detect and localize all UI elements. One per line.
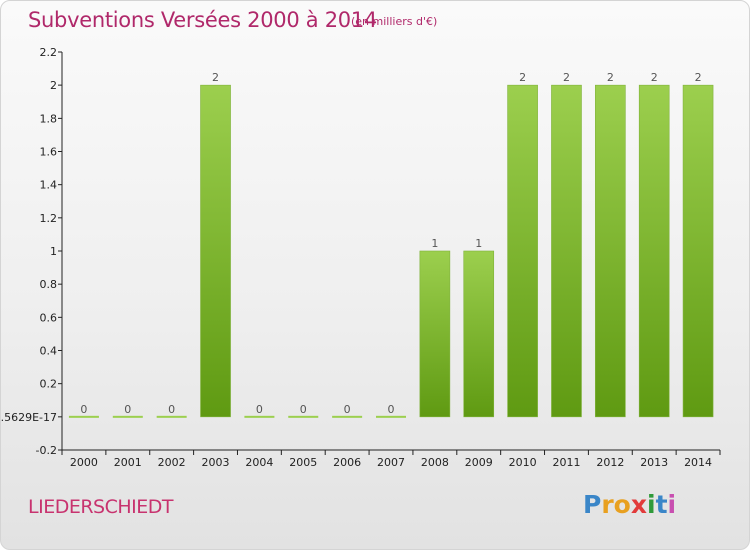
data-label: 1 (431, 237, 438, 250)
logo-letter: P (583, 490, 602, 519)
logo-letter: x (630, 490, 647, 519)
y-tick-label: 2 (50, 79, 57, 92)
y-tick-label: 0.8 (40, 278, 58, 291)
bar-2009 (463, 250, 495, 418)
y-tick-label: 1.2 (40, 212, 58, 225)
x-tick-label: 2005 (289, 456, 317, 469)
x-tick-label: 2004 (245, 456, 273, 469)
bar-2002 (156, 415, 187, 418)
x-tick-label: 2001 (114, 456, 142, 469)
data-label: 0 (300, 403, 307, 416)
bars (68, 84, 714, 418)
x-tick-label: 2003 (202, 456, 230, 469)
data-label: 2 (519, 71, 526, 84)
data-label: 2 (563, 71, 570, 84)
y-tick-label: 0.2 (40, 378, 58, 391)
bar-2001 (112, 415, 143, 418)
bar-2003 (200, 84, 231, 418)
bar-2012 (595, 84, 626, 418)
y-tick-label: 0.6 (40, 311, 58, 324)
bar-2004 (244, 415, 275, 418)
x-tick-label: 2008 (421, 456, 449, 469)
y-tick-label: 1.8 (40, 112, 58, 125)
x-tick-label: 2006 (333, 456, 361, 469)
bar-2013 (638, 84, 670, 418)
x-tick-label: 2009 (465, 456, 493, 469)
y-tick-label: 1 (50, 245, 57, 258)
logo-letter: i (647, 490, 656, 519)
y-tick-label: 1.4 (40, 179, 58, 192)
y-tick-label: -1.5629E-17 (1, 411, 57, 424)
commune-name: LIEDERSCHIEDT (28, 496, 174, 518)
logo-letter: i (667, 490, 677, 519)
x-tick-label: 2011 (552, 456, 580, 469)
bar-2005 (288, 415, 319, 418)
y-tick-label: 2.2 (40, 46, 58, 59)
data-label: 0 (168, 403, 175, 416)
y-tick-label: 0.4 (40, 345, 58, 358)
bar-2014 (682, 84, 714, 418)
data-label: 2 (212, 71, 219, 84)
data-label: 2 (695, 71, 702, 84)
x-tick-label: 2010 (509, 456, 537, 469)
y-tick-label: 1.6 (40, 146, 58, 159)
data-label: 0 (256, 403, 263, 416)
bar-2011 (551, 84, 582, 418)
data-labels: 0 0 0 2 0 0 0 0 1 1 2 2 2 2 2 (80, 71, 701, 416)
logo-letter: r (601, 490, 614, 519)
data-label: 0 (388, 403, 395, 416)
x-tick-label: 2002 (158, 456, 186, 469)
data-label: 2 (651, 71, 658, 84)
bar-2006 (332, 415, 363, 418)
chart-unit: (en milliers d'€) (351, 15, 438, 28)
x-tick-label: 2000 (70, 456, 98, 469)
axes: -0.2 -1.5629E-17 0.2 0.4 0.6 0.8 1 1.2 1.4 1.6 1.8… (1, 46, 721, 469)
y-tick-label: -0.2 (36, 444, 57, 457)
x-tick-label: 2014 (684, 456, 712, 469)
data-label: 0 (344, 403, 351, 416)
x-tick-label: 2007 (377, 456, 405, 469)
logo-letter: t (655, 490, 668, 519)
bar-2007 (376, 415, 406, 418)
x-tick-label: 2013 (640, 456, 668, 469)
data-label: 0 (124, 403, 131, 416)
data-label: 2 (607, 71, 614, 84)
x-tick-label: 2012 (596, 456, 624, 469)
data-label: 0 (80, 403, 87, 416)
bar-2010 (507, 84, 538, 418)
bar-2008 (419, 250, 451, 418)
logo-letter: o (613, 490, 631, 519)
chart-title: Subventions Versées 2000 à 2014 (28, 8, 377, 32)
data-label: 1 (475, 237, 482, 250)
proxiti-logo: Proxiti (583, 490, 676, 519)
bar-2000 (68, 415, 99, 418)
